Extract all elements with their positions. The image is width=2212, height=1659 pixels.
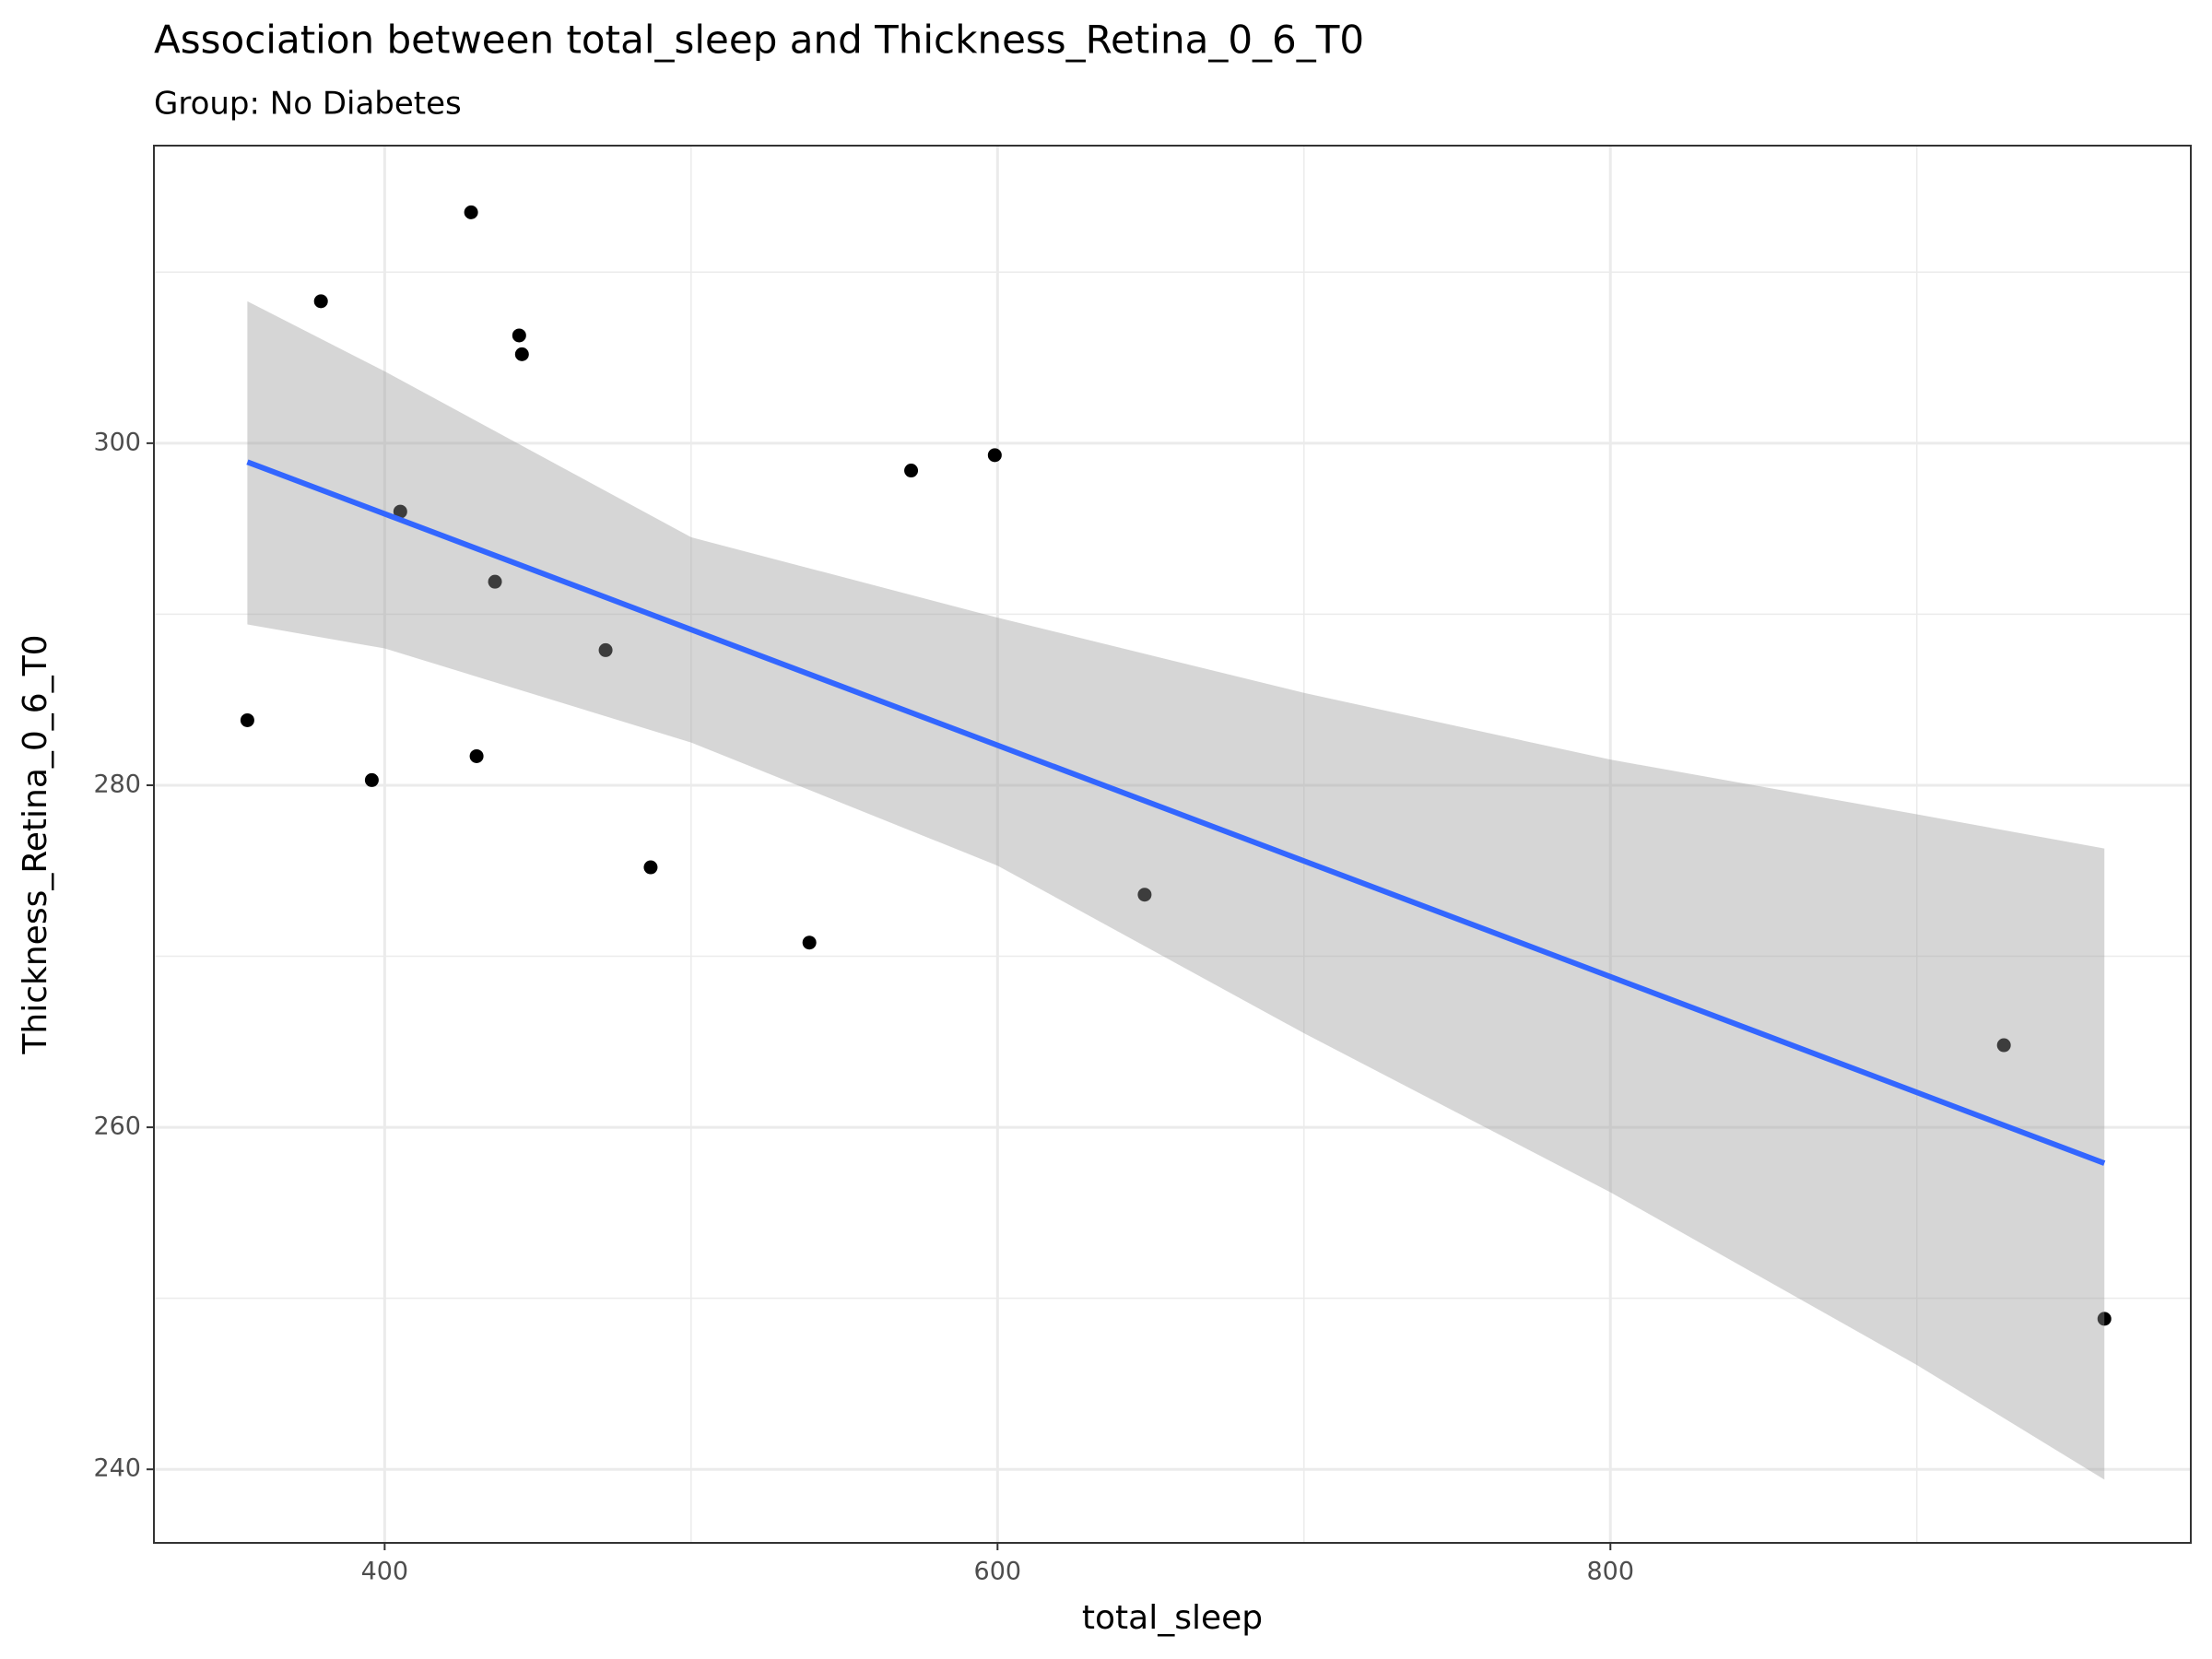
- x-tick-label: 400: [361, 1558, 409, 1586]
- data-point: [364, 772, 379, 787]
- panel-border: [153, 145, 2192, 1544]
- chart-subtitle: Group: No Diabetes: [154, 86, 462, 123]
- regression-line: [246, 459, 2106, 1166]
- y-tick-label: 300: [93, 428, 141, 456]
- data-point: [904, 464, 919, 478]
- x-tick-label: 600: [974, 1558, 1022, 1586]
- data-point: [393, 504, 407, 519]
- data-point: [240, 712, 254, 727]
- y-tick-label: 280: [93, 770, 141, 798]
- data-point: [512, 328, 526, 343]
- chart-title: Association between total_sleep and Thic…: [154, 18, 1364, 63]
- data-point: [1996, 1038, 2011, 1053]
- data-point: [514, 347, 529, 361]
- data-point: [313, 294, 328, 309]
- x-tick-label: 800: [1587, 1558, 1635, 1586]
- y-tick-label: 240: [93, 1454, 141, 1483]
- data-point: [598, 642, 613, 657]
- data-point: [2097, 1312, 2112, 1326]
- data-point: [469, 748, 484, 763]
- confidence-band: [247, 300, 2105, 1480]
- x-axis-label: total_sleep: [1082, 1599, 1263, 1637]
- y-tick-label: 260: [93, 1112, 141, 1141]
- data-point: [1137, 888, 1152, 902]
- data-point: [488, 574, 502, 589]
- data-point: [987, 448, 1002, 463]
- data-point: [464, 205, 478, 219]
- y-axis-label: Thickness_Retina_0_6_T0: [17, 634, 54, 1054]
- data-point: [643, 860, 658, 875]
- data-point: [802, 935, 817, 950]
